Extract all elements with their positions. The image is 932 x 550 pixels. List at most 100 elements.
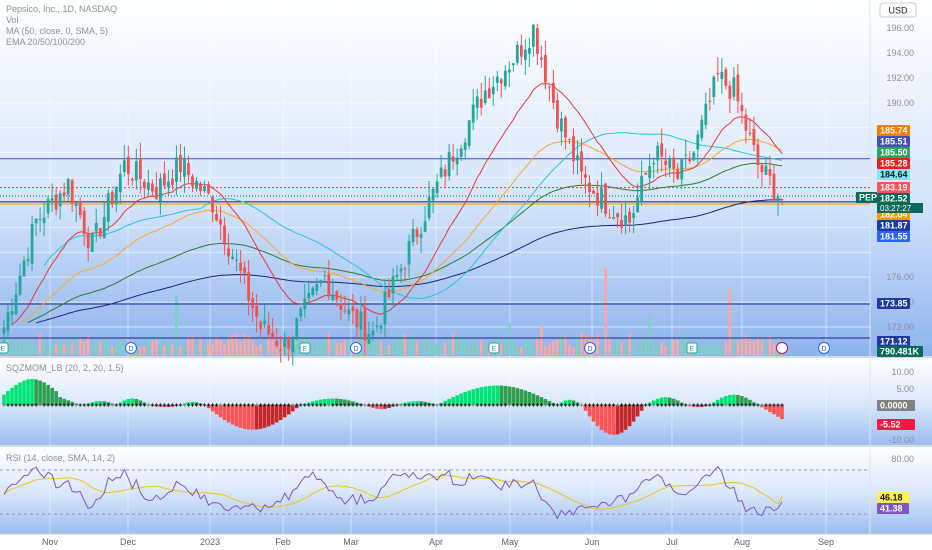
ema200-line <box>35 199 782 324</box>
candle-body <box>2 327 6 334</box>
sqz-dot <box>42 403 46 407</box>
sqzmom-bar <box>479 387 484 405</box>
candle-body <box>720 71 724 79</box>
candle-body <box>291 338 295 353</box>
sqz-dot <box>178 403 183 407</box>
candle-body <box>451 156 455 162</box>
sqz-dot <box>652 403 656 407</box>
sqz-dot <box>387 403 391 407</box>
candle-body <box>235 259 239 261</box>
split-marker <box>776 342 788 354</box>
sqz-dot <box>303 403 307 407</box>
volume-bar <box>499 343 503 355</box>
sqz-dot <box>439 403 443 407</box>
candle-body <box>471 104 475 123</box>
volume-bar <box>511 340 515 355</box>
candle-body <box>154 187 158 200</box>
price-tag: 184.64 <box>880 170 908 180</box>
candle-body <box>523 49 527 60</box>
candle-body <box>62 192 66 196</box>
sqz-dot <box>487 403 491 407</box>
volume-bar <box>339 342 343 355</box>
sqz-dot <box>251 403 255 407</box>
price-tag: 185.74 <box>880 126 908 136</box>
candle-body <box>259 321 263 329</box>
volume-bar <box>451 333 455 355</box>
candle-body <box>295 317 299 337</box>
candle-body <box>102 217 106 239</box>
volume-bar <box>371 339 375 355</box>
candle-body <box>479 98 483 108</box>
volume-bar <box>114 344 118 355</box>
candle-body <box>30 223 34 264</box>
volume-bar <box>415 340 419 355</box>
sqz-dot <box>555 403 560 407</box>
moving-averages <box>11 83 783 325</box>
sqzmom-bar <box>635 405 640 417</box>
volume-bar <box>62 343 66 355</box>
volume-bar <box>612 346 615 355</box>
volume-bar <box>672 340 676 355</box>
sqz-dot <box>222 403 227 407</box>
sqz-dot <box>611 403 616 407</box>
volume-bar <box>78 338 82 355</box>
candle-body <box>652 162 656 165</box>
candle-body <box>122 160 126 172</box>
volume-bar <box>507 323 511 355</box>
candle-body <box>680 158 684 180</box>
sqz-dot <box>58 403 62 407</box>
sqz-tag-bg <box>877 400 915 411</box>
sqzmom-bar <box>282 405 287 418</box>
candle-body <box>199 184 202 192</box>
candle-body <box>411 228 415 242</box>
candle-body <box>459 148 463 158</box>
sqz-dot <box>359 403 363 407</box>
sqz-dot <box>748 403 752 407</box>
sqzmom-bar <box>134 398 139 405</box>
sqz-dot <box>515 403 519 407</box>
sqz-dot <box>14 403 18 407</box>
candle-body <box>668 158 672 168</box>
candle-body <box>195 180 198 189</box>
currency-button[interactable]: USD <box>879 2 917 18</box>
candle-body <box>568 138 571 140</box>
sqz-dot <box>507 403 511 407</box>
volume-bar <box>568 344 571 355</box>
sqz-dot <box>54 403 58 407</box>
price-axis-tick: 172.00 <box>886 322 914 332</box>
ema-label: EMA 20/50/100/200 <box>6 37 85 47</box>
sqzmom-bar <box>591 405 596 422</box>
rsi-ma-line <box>3 474 783 510</box>
volume-bar <box>427 342 431 355</box>
sqz-dot <box>764 403 768 407</box>
sqz-dot <box>375 403 379 407</box>
sqz-dot <box>327 403 331 407</box>
sqz-dot <box>431 403 435 407</box>
sqz-dot <box>214 403 219 407</box>
grid <box>0 0 870 534</box>
sqz-dot <box>74 403 78 407</box>
sqz-dot <box>395 403 399 407</box>
volume-bar <box>311 343 315 355</box>
candle-body <box>688 158 692 162</box>
sqz-dot <box>351 403 355 407</box>
volume-bar <box>26 339 30 355</box>
sqzmom-bar <box>379 405 383 410</box>
sqzmom-bar <box>30 379 34 405</box>
sqzmom-bar <box>319 399 323 405</box>
sqz-dot <box>756 403 760 407</box>
symbol-tag-bg <box>856 192 877 203</box>
sqz-dot <box>363 403 367 407</box>
sqzmom-bar <box>22 380 26 405</box>
sqz-axis-tick: 5.00 <box>896 384 914 394</box>
sqz-dot <box>644 403 648 407</box>
candle-body <box>263 320 267 324</box>
sqzmom-bar <box>455 395 459 405</box>
sqz-dot <box>463 403 467 407</box>
sqzmom-bar <box>278 405 283 421</box>
sqzmom-bar <box>675 400 680 405</box>
sqz-tag-bg <box>877 419 915 430</box>
candle-body <box>82 210 86 235</box>
sqzmom-bar <box>443 400 447 405</box>
